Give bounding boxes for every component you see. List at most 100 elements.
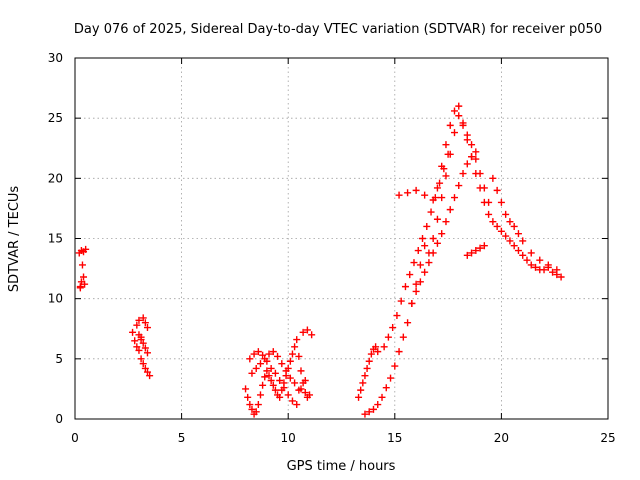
data-point (438, 162, 446, 170)
data-point (463, 136, 471, 144)
data-point (442, 141, 450, 149)
data-point (408, 299, 416, 307)
data-point (254, 348, 262, 356)
data-point (480, 198, 488, 206)
data-point (355, 393, 363, 401)
data-point (293, 401, 301, 409)
data-point (391, 362, 399, 370)
data-point (141, 364, 149, 372)
data-point (367, 350, 375, 358)
data-point (489, 174, 497, 182)
data-point (433, 184, 441, 192)
data-point (267, 364, 275, 372)
data-point (361, 372, 369, 380)
data-point (502, 210, 510, 218)
data-point (267, 376, 275, 384)
data-point (248, 405, 256, 413)
data-point (139, 314, 147, 322)
data-point (372, 343, 380, 351)
data-point (271, 386, 279, 394)
data-point (459, 119, 467, 127)
data-point (419, 235, 427, 242)
data-point (397, 297, 405, 305)
data-point (256, 360, 264, 368)
data-point (510, 242, 518, 250)
data-point (527, 261, 535, 269)
data-point (269, 381, 277, 389)
data-point (365, 357, 373, 365)
data-point (246, 355, 254, 363)
data-point (357, 386, 365, 394)
data-point (549, 268, 557, 276)
y-tick-label: 15 (48, 232, 63, 246)
y-tick-label: 30 (48, 51, 63, 65)
data-point (497, 198, 505, 206)
data-point (480, 242, 488, 250)
data-point (146, 372, 154, 380)
data-point (395, 191, 403, 199)
data-point (286, 357, 294, 365)
data-point (291, 343, 299, 351)
data-point (78, 261, 86, 269)
data-point (514, 230, 522, 238)
data-point (412, 186, 420, 194)
data-point (259, 351, 267, 359)
data-point (259, 381, 267, 389)
data-point (421, 242, 429, 250)
data-point (472, 148, 480, 156)
data-point (265, 372, 273, 380)
data-point (442, 172, 450, 180)
data-point (406, 271, 414, 279)
data-point (303, 326, 311, 334)
data-point (502, 232, 510, 240)
data-point (82, 245, 90, 253)
data-point (308, 331, 316, 339)
data-point (472, 247, 480, 255)
data-point (423, 222, 431, 230)
x-tick-label: 20 (494, 431, 509, 445)
data-point (133, 343, 141, 351)
data-point (450, 129, 458, 137)
data-point (472, 155, 480, 163)
data-point (433, 215, 441, 223)
data-point (476, 184, 484, 192)
data-point (404, 189, 412, 197)
data-point (425, 259, 433, 267)
data-point (297, 367, 305, 375)
data-point (276, 393, 284, 401)
data-point (468, 249, 476, 257)
data-point (429, 196, 437, 204)
data-point (433, 239, 441, 247)
data-point (293, 336, 301, 344)
data-point (244, 393, 252, 401)
data-point (421, 268, 429, 276)
data-point (459, 170, 467, 178)
data-point (510, 222, 518, 230)
data-point (544, 261, 552, 269)
data-point (514, 247, 522, 255)
data-point (359, 379, 367, 387)
data-point (468, 153, 476, 161)
data-point (519, 237, 527, 245)
data-point (374, 401, 382, 409)
data-point (286, 374, 294, 382)
data-point (81, 280, 89, 288)
data-point (382, 384, 390, 392)
data-point (401, 283, 409, 291)
data-point (265, 350, 273, 358)
data-point (131, 337, 139, 345)
data-point (412, 287, 420, 295)
data-point (378, 393, 386, 401)
data-point (143, 324, 151, 332)
data-point (369, 405, 377, 413)
data-point (436, 179, 444, 187)
data-point (139, 360, 147, 368)
data-point (263, 367, 271, 375)
data-point (301, 389, 309, 397)
data-point (291, 379, 299, 387)
data-point (506, 237, 514, 245)
data-point (288, 397, 296, 405)
x-tick-labels: 0 5 10 15 20 25 (71, 431, 615, 445)
data-point (143, 368, 151, 376)
data-point (363, 364, 371, 372)
